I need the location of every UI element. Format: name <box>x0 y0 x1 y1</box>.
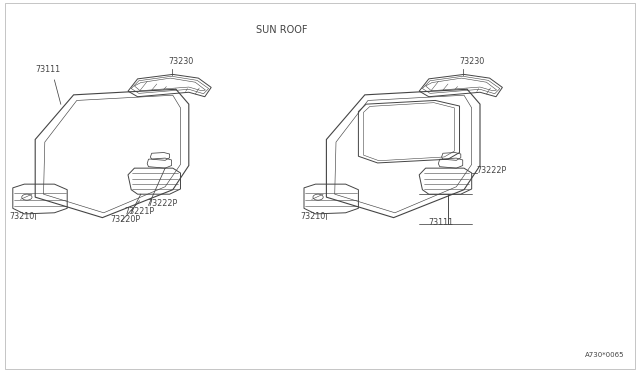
Text: 73230: 73230 <box>168 57 193 66</box>
Text: 73222P: 73222P <box>147 199 177 208</box>
Text: 73221P: 73221P <box>125 207 155 216</box>
Text: 73111: 73111 <box>35 65 60 74</box>
Text: 73222P: 73222P <box>477 166 507 175</box>
Text: 73220P: 73220P <box>110 215 140 224</box>
Text: 73230: 73230 <box>460 57 484 66</box>
Text: 73111: 73111 <box>429 218 454 227</box>
Text: 73210: 73210 <box>301 212 326 221</box>
Text: 73210: 73210 <box>10 212 35 221</box>
Text: A730*0065: A730*0065 <box>584 352 624 358</box>
Text: SUN ROOF: SUN ROOF <box>256 25 307 35</box>
